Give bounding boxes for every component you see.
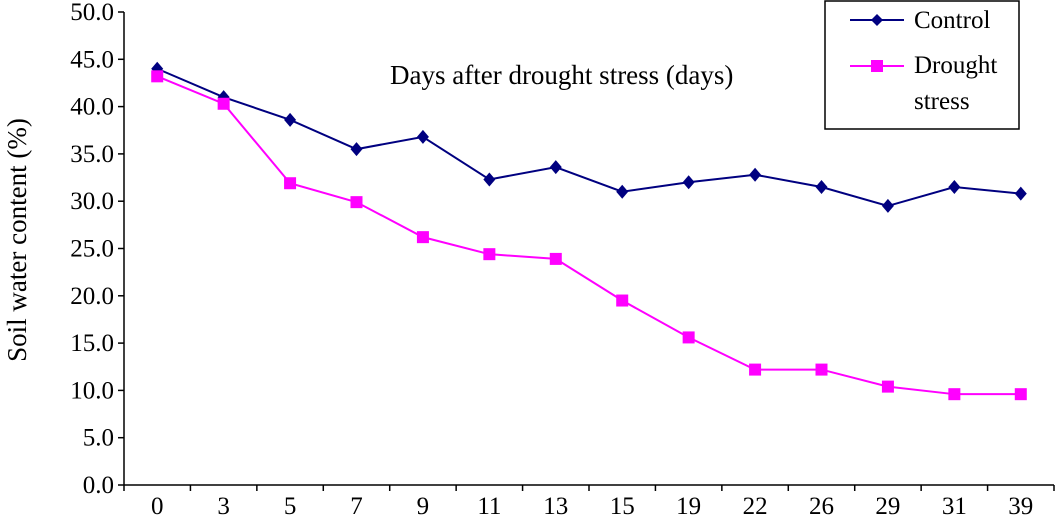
x-tick-label: 11 <box>477 493 501 518</box>
legend-marker-drought <box>871 60 883 72</box>
data-point <box>284 177 297 190</box>
data-point <box>350 196 363 209</box>
series-line <box>156 67 1021 207</box>
data-point <box>483 172 496 187</box>
data-point <box>815 180 828 195</box>
data-point <box>416 129 429 144</box>
legend-marker-control <box>871 14 883 26</box>
x-tick-label: 22 <box>743 493 768 518</box>
x-tick-label: 19 <box>676 493 701 518</box>
y-tick-label: 45.0 <box>70 46 114 73</box>
data-point <box>749 167 762 182</box>
y-tick-label: 15.0 <box>70 330 114 357</box>
y-tick-label: 40.0 <box>70 94 114 121</box>
x-axis-title: Days after drought stress (days) <box>390 60 733 90</box>
data-point <box>682 175 695 190</box>
data-point <box>549 252 562 265</box>
data-point <box>948 180 961 195</box>
y-tick-label: 0.0 <box>83 472 114 499</box>
x-tick-label: 26 <box>809 493 834 518</box>
x-tick-label: 15 <box>610 493 635 518</box>
series-layer <box>151 61 1027 401</box>
legend-label-drought-line1: Drought <box>914 52 997 79</box>
data-point <box>815 363 828 376</box>
y-tick-label: 10.0 <box>70 377 114 404</box>
legend-label-drought-line2: stress <box>914 88 970 115</box>
legend: Control Drought stress <box>824 0 1020 130</box>
x-tick-label: 5 <box>284 493 297 518</box>
y-tick-label: 30.0 <box>70 188 114 215</box>
series-control <box>151 61 1027 213</box>
data-point <box>217 97 230 110</box>
data-point <box>1014 388 1027 401</box>
x-tick-label: 31 <box>942 493 967 518</box>
data-point <box>350 142 363 157</box>
data-point <box>483 248 496 261</box>
data-point <box>284 112 297 127</box>
x-tick-label: 0 <box>151 493 164 518</box>
y-tick-label: 25.0 <box>70 236 114 263</box>
x-axis-ticks: 0 3 5 7 9 11 13 15 19 22 26 29 31 39 <box>123 485 1055 518</box>
data-point <box>881 380 894 393</box>
data-point <box>616 294 629 307</box>
data-point <box>549 160 562 175</box>
legend-label-control: Control <box>914 7 990 34</box>
x-tick-label: 29 <box>875 493 900 518</box>
data-point <box>151 70 164 83</box>
series-line <box>156 75 1021 396</box>
y-axis-ticks: 0.0 5.0 10.0 15.0 20.0 25.0 30.0 35.0 40.0 45.0 50… <box>70 0 124 499</box>
x-tick-label: 3 <box>217 493 230 518</box>
data-point <box>881 198 894 213</box>
x-tick-label: 9 <box>417 493 430 518</box>
data-point <box>749 363 762 376</box>
y-tick-label: 50.0 <box>70 0 114 26</box>
y-tick-label: 35.0 <box>70 141 114 168</box>
data-point <box>616 184 629 199</box>
x-tick-label: 39 <box>1008 493 1033 518</box>
data-point <box>416 231 429 244</box>
data-point <box>948 388 961 401</box>
x-tick-label: 13 <box>543 493 568 518</box>
y-axis-title: Soil water content (%) <box>2 118 32 362</box>
x-tick-label: 7 <box>350 493 363 518</box>
series-drought-stress <box>151 70 1027 401</box>
data-point <box>1014 186 1027 201</box>
data-point <box>682 331 695 344</box>
y-tick-label: 20.0 <box>70 283 114 310</box>
y-tick-label: 5.0 <box>83 425 114 452</box>
